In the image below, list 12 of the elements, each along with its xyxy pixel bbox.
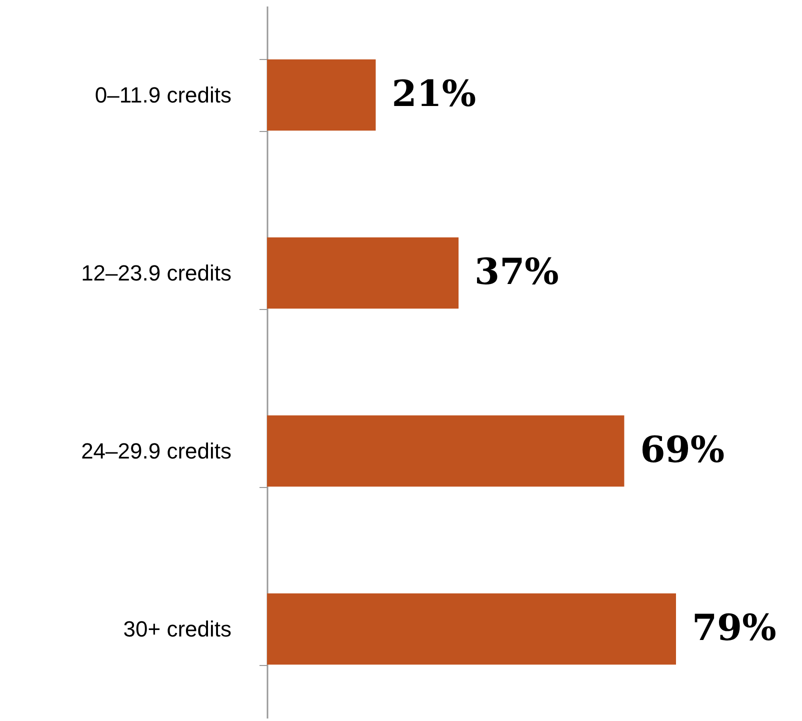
data-label: 21%: [392, 73, 476, 115]
bar: [267, 59, 376, 131]
bar: [267, 237, 459, 309]
data-label: 69%: [640, 429, 725, 471]
bar: [267, 415, 624, 487]
y-tick-label: 12–23.9 credits: [81, 260, 232, 286]
y-tick-label: 30+ credits: [123, 616, 232, 642]
data-label: 79%: [692, 607, 776, 649]
bar: [267, 593, 676, 665]
data-label: 37%: [474, 251, 559, 293]
y-tick-label: 0–11.9 credits: [94, 82, 232, 108]
y-tick-label: 24–29.9 credits: [81, 438, 232, 464]
